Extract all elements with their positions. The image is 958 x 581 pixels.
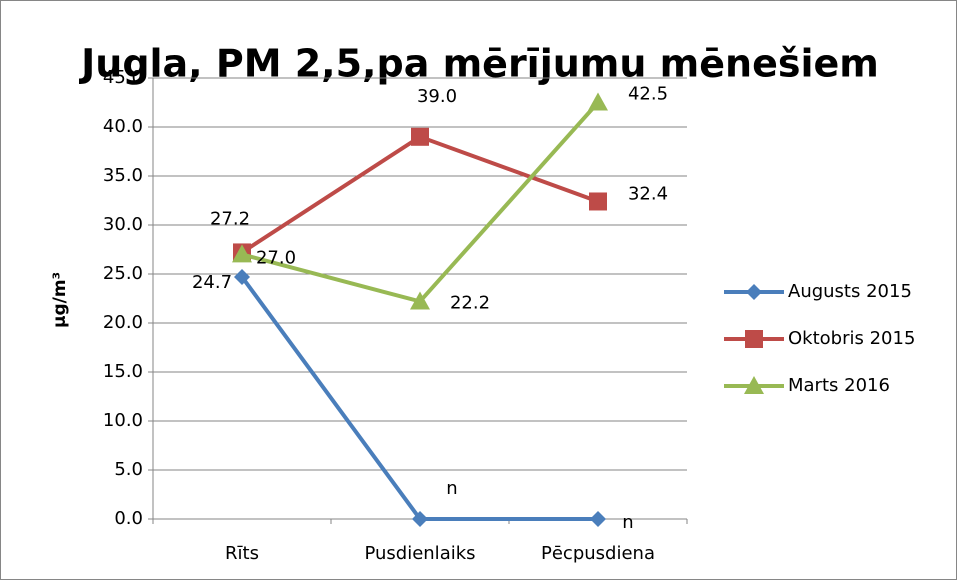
legend-marker bbox=[745, 330, 763, 348]
chart-title: Jugla, PM 2,5,pa mērījumu mēnešiem bbox=[78, 42, 879, 86]
legend-label: Augusts 2015 bbox=[788, 281, 912, 302]
marker bbox=[412, 511, 428, 527]
x-tick-label: Pusdienlaiks bbox=[364, 543, 475, 564]
y-tick-label: 5.0 bbox=[114, 459, 143, 480]
data-label: 27.0 bbox=[256, 247, 296, 268]
y-tick-label: 30.0 bbox=[103, 214, 143, 235]
y-tick-label: 20.0 bbox=[103, 312, 143, 333]
data-label: n bbox=[446, 478, 457, 499]
data-label: 42.5 bbox=[628, 84, 668, 105]
marker bbox=[589, 192, 607, 211]
marker bbox=[410, 291, 430, 310]
y-tick-label: 10.0 bbox=[103, 410, 143, 431]
y-tick-label: 35.0 bbox=[103, 165, 143, 186]
y-tick-label: 0.0 bbox=[114, 508, 143, 529]
y-tick-label: 40.0 bbox=[103, 116, 143, 137]
y-tick-label: 45.0 bbox=[103, 67, 143, 88]
data-label: 22.2 bbox=[450, 292, 490, 313]
marker bbox=[232, 244, 252, 263]
legend-marker bbox=[744, 376, 764, 394]
marker bbox=[234, 268, 250, 285]
y-tick-label: 15.0 bbox=[103, 361, 143, 382]
y-axis-title: µg/m³ bbox=[50, 272, 70, 328]
x-tick-label: Rīts bbox=[225, 543, 259, 564]
data-label: 24.7 bbox=[192, 272, 232, 293]
marker bbox=[411, 127, 429, 146]
legend-marker bbox=[746, 284, 762, 300]
y-tick-label: 25.0 bbox=[103, 263, 143, 284]
data-label: 27.2 bbox=[210, 208, 250, 229]
data-label: 39.0 bbox=[417, 86, 457, 107]
marker bbox=[588, 92, 608, 111]
legend-label: Oktobris 2015 bbox=[788, 328, 915, 349]
x-tick-label: Pēcpusdiena bbox=[541, 543, 655, 564]
data-label: n bbox=[622, 512, 633, 533]
legend-label: Marts 2016 bbox=[788, 375, 890, 396]
marker bbox=[590, 511, 606, 527]
data-label: 32.4 bbox=[628, 183, 668, 204]
